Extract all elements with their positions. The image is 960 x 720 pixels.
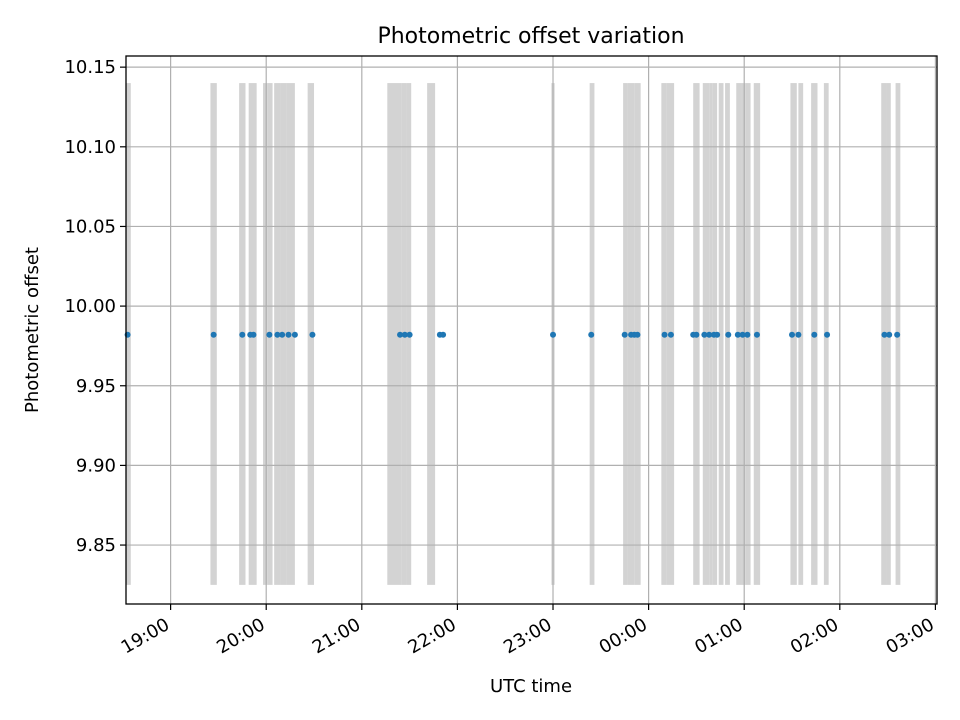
shaded-band: [387, 83, 402, 585]
x-tick-label: 20:00: [213, 614, 268, 658]
data-point: [661, 331, 668, 338]
x-axis-label: UTC time: [490, 676, 572, 697]
data-point: [309, 331, 316, 338]
grid: [126, 56, 937, 604]
y-tick-label: 10.00: [64, 296, 116, 317]
shaded-band: [263, 83, 268, 585]
shaded-band: [718, 83, 724, 585]
y-tick-label: 9.95: [76, 376, 116, 397]
data-point: [881, 331, 888, 338]
data-point: [734, 331, 741, 338]
data-point: [789, 331, 796, 338]
x-tick-label: 00:00: [596, 614, 651, 658]
data-point: [266, 331, 273, 338]
data-point: [406, 331, 413, 338]
y-tick-label: 10.10: [64, 137, 116, 158]
x-tick-label: 22:00: [404, 614, 459, 658]
data-point: [693, 331, 700, 338]
data-point: [739, 331, 746, 338]
y-tick-label: 10.05: [64, 216, 116, 237]
data-point: [621, 331, 628, 338]
data-point: [667, 331, 674, 338]
data-point: [210, 331, 217, 338]
x-tick-label: 01:00: [691, 614, 746, 658]
axes-frame: [125, 55, 938, 605]
data-point: [279, 331, 286, 338]
data-point: [285, 331, 292, 338]
data-point: [725, 331, 732, 338]
chart-title: Photometric offset variation: [377, 24, 684, 49]
data-point: [634, 331, 641, 338]
data-point: [274, 331, 281, 338]
x-tick-label: 23:00: [500, 614, 555, 658]
data-point: [714, 331, 721, 338]
data-point: [550, 331, 557, 338]
x-tick-label: 21:00: [309, 614, 364, 658]
data-point: [706, 331, 713, 338]
data-point: [795, 331, 802, 338]
data-points: [124, 331, 901, 338]
y-tick-label: 9.90: [76, 455, 116, 476]
data-point: [753, 331, 760, 338]
y-tick-label: 10.15: [64, 57, 116, 78]
x-axis-ticks: 19:00 20:00 21:00 22:00 23:00 00:00 01:00 02:00…: [118, 604, 938, 658]
x-tick-label: 19:00: [118, 614, 173, 658]
data-point: [588, 331, 595, 338]
data-point: [701, 331, 708, 338]
data-point: [239, 331, 246, 338]
data-point: [744, 331, 751, 338]
data-point: [250, 331, 257, 338]
data-point: [440, 331, 447, 338]
data-point: [824, 331, 831, 338]
data-point: [291, 331, 298, 338]
shaded-band: [427, 83, 436, 585]
y-axis-label: Photometric offset: [22, 247, 43, 413]
data-point: [886, 331, 893, 338]
x-tick-label: 03:00: [882, 614, 937, 658]
data-point: [401, 331, 408, 338]
data-point: [397, 331, 404, 338]
y-tick-label: 9.85: [76, 535, 116, 556]
y-axis-ticks: 9.85 9.90 9.95 10.00 10.05 10.10 10.15: [64, 57, 126, 556]
x-tick-label: 02:00: [787, 614, 842, 658]
data-point: [811, 331, 818, 338]
data-point: [894, 331, 901, 338]
